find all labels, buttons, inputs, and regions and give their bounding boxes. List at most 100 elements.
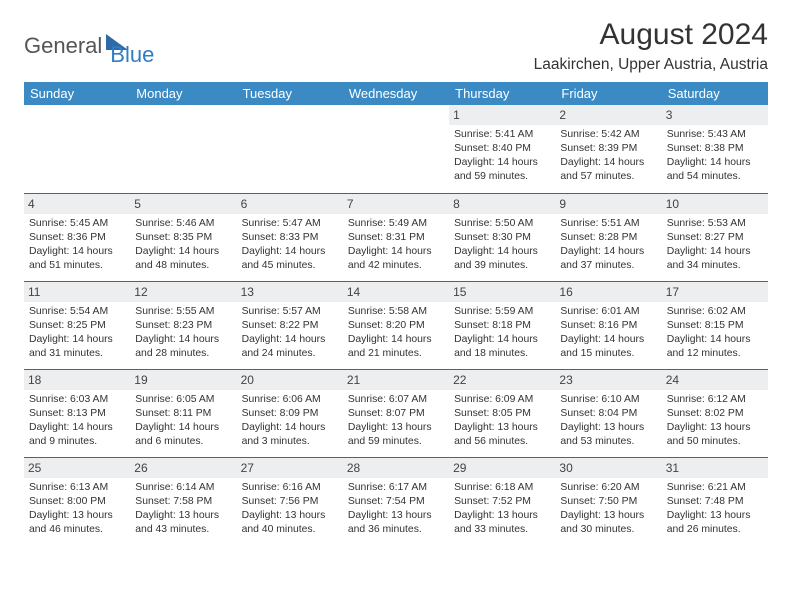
page: General Blue August 2024 Laakirchen, Upp…	[0, 0, 792, 563]
day-number: 21	[343, 370, 449, 390]
day-info-line: Sunrise: 6:06 AM	[242, 393, 338, 407]
day-number: 8	[449, 194, 555, 214]
day-info-line: Sunset: 8:04 PM	[560, 407, 656, 421]
day-number: 10	[662, 194, 768, 214]
day-number: 28	[343, 458, 449, 478]
day-info-line: Sunset: 8:36 PM	[29, 231, 125, 245]
day-number: 11	[24, 282, 130, 302]
day-info-line: Sunrise: 5:57 AM	[242, 305, 338, 319]
day-info-line: Daylight: 14 hours and 34 minutes.	[667, 245, 763, 273]
day-info-line: Daylight: 14 hours and 31 minutes.	[29, 333, 125, 361]
day-number	[343, 105, 449, 109]
day-info-line: Sunrise: 6:05 AM	[135, 393, 231, 407]
day-info-line: Sunrise: 6:09 AM	[454, 393, 550, 407]
day-number: 16	[555, 282, 661, 302]
calendar-table: Sunday Monday Tuesday Wednesday Thursday…	[24, 82, 768, 545]
day-info-line: Daylight: 14 hours and 48 minutes.	[135, 245, 231, 273]
calendar-day-cell: 9Sunrise: 5:51 AMSunset: 8:28 PMDaylight…	[555, 193, 661, 281]
weekday-header: Wednesday	[343, 82, 449, 105]
day-number: 20	[237, 370, 343, 390]
day-info-line: Sunset: 7:56 PM	[242, 495, 338, 509]
day-info-line: Daylight: 14 hours and 18 minutes.	[454, 333, 550, 361]
calendar-day-cell: 27 Sunrise: 6:16 AMSunset: 7:56 PMDayligh…	[237, 457, 343, 545]
day-info-line: Sunset: 8:27 PM	[667, 231, 763, 245]
day-info-line: Daylight: 13 hours and 36 minutes.	[348, 509, 444, 537]
day-number: 4	[24, 194, 130, 214]
weekday-header: Monday	[130, 82, 236, 105]
day-number: 18	[24, 370, 130, 390]
day-number: 12	[130, 282, 236, 302]
day-number	[130, 105, 236, 109]
day-info-line: Sunrise: 6:18 AM	[454, 481, 550, 495]
calendar-day-cell	[237, 105, 343, 193]
day-info-line: Sunset: 8:30 PM	[454, 231, 550, 245]
day-info-line: Sunrise: 6:20 AM	[560, 481, 656, 495]
day-info-line: Sunset: 8:07 PM	[348, 407, 444, 421]
calendar-day-cell: 28Sunrise: 6:17 AMSunset: 7:54 PMDayligh…	[343, 457, 449, 545]
day-info-line: Sunrise: 6:17 AM	[348, 481, 444, 495]
day-number: 31	[662, 458, 768, 478]
title-block: August 2024 Laakirchen, Upper Austria, A…	[534, 18, 768, 74]
day-info-line: Daylight: 14 hours and 3 minutes.	[242, 421, 338, 449]
day-info-line: Daylight: 14 hours and 15 minutes.	[560, 333, 656, 361]
day-info-line: Sunset: 8:35 PM	[135, 231, 231, 245]
calendar-day-cell: 24Sunrise: 6:12 AMSunset: 8:02 PMDayligh…	[662, 369, 768, 457]
day-info-line: Daylight: 13 hours and 53 minutes.	[560, 421, 656, 449]
location-text: Laakirchen, Upper Austria, Austria	[534, 56, 768, 74]
calendar-day-cell: 18Sunrise: 6:03 AMSunset: 8:13 PMDayligh…	[24, 369, 130, 457]
day-number: 19	[130, 370, 236, 390]
day-info-line: Sunrise: 6:16 AM	[242, 481, 338, 495]
weekday-header: Tuesday	[237, 82, 343, 105]
day-info-line: Daylight: 14 hours and 45 minutes.	[242, 245, 338, 273]
calendar-day-cell: 19Sunrise: 6:05 AMSunset: 8:11 PMDayligh…	[130, 369, 236, 457]
month-title: August 2024	[534, 18, 768, 52]
day-number: 15	[449, 282, 555, 302]
day-info-line: Sunrise: 6:21 AM	[667, 481, 763, 495]
day-info-line: Daylight: 14 hours and 12 minutes.	[667, 333, 763, 361]
day-info-line: Sunset: 8:00 PM	[29, 495, 125, 509]
day-info-line: Daylight: 13 hours and 40 minutes.	[242, 509, 338, 537]
day-info-line: Sunset: 8:11 PM	[135, 407, 231, 421]
calendar-day-cell: 16Sunrise: 6:01 AMSunset: 8:16 PMDayligh…	[555, 281, 661, 369]
calendar-day-cell: 12Sunrise: 5:55 AMSunset: 8:23 PMDayligh…	[130, 281, 236, 369]
day-number	[237, 105, 343, 109]
day-info-line: Daylight: 14 hours and 39 minutes.	[454, 245, 550, 273]
calendar-day-cell: 8Sunrise: 5:50 AMSunset: 8:30 PMDaylight…	[449, 193, 555, 281]
weekday-header: Thursday	[449, 82, 555, 105]
day-info-line: Sunrise: 6:07 AM	[348, 393, 444, 407]
day-info-line: Daylight: 13 hours and 50 minutes.	[667, 421, 763, 449]
day-info-line: Daylight: 14 hours and 21 minutes.	[348, 333, 444, 361]
day-info-line: Sunrise: 5:49 AM	[348, 217, 444, 231]
calendar-day-cell: 5Sunrise: 5:46 AMSunset: 8:35 PMDaylight…	[130, 193, 236, 281]
day-number: 22	[449, 370, 555, 390]
logo-text-general: General	[24, 33, 102, 59]
calendar-day-cell	[24, 105, 130, 193]
header: General Blue August 2024 Laakirchen, Upp…	[24, 18, 768, 74]
day-info-line: Sunrise: 5:42 AM	[560, 128, 656, 142]
day-info-line: Daylight: 13 hours and 56 minutes.	[454, 421, 550, 449]
day-number: 2	[555, 105, 661, 125]
day-info-line: Sunset: 7:50 PM	[560, 495, 656, 509]
day-info-line: Sunset: 8:28 PM	[560, 231, 656, 245]
day-info-line: Daylight: 14 hours and 51 minutes.	[29, 245, 125, 273]
day-number: 27	[237, 458, 343, 478]
calendar-week-row: 25Sunrise: 6:13 AMSunset: 8:00 PMDayligh…	[24, 457, 768, 545]
day-info-line: Daylight: 13 hours and 26 minutes.	[667, 509, 763, 537]
calendar-day-cell: 23Sunrise: 6:10 AMSunset: 8:04 PMDayligh…	[555, 369, 661, 457]
weekday-header: Sunday	[24, 82, 130, 105]
calendar-day-cell: 25Sunrise: 6:13 AMSunset: 8:00 PMDayligh…	[24, 457, 130, 545]
calendar-day-cell: 6Sunrise: 5:47 AMSunset: 8:33 PMDaylight…	[237, 193, 343, 281]
day-info-line: Sunrise: 6:14 AM	[135, 481, 231, 495]
day-number: 3	[662, 105, 768, 125]
day-number: 14	[343, 282, 449, 302]
day-info-line: Daylight: 13 hours and 33 minutes.	[454, 509, 550, 537]
calendar-day-cell: 14Sunrise: 5:58 AMSunset: 8:20 PMDayligh…	[343, 281, 449, 369]
weekday-header: Friday	[555, 82, 661, 105]
calendar-day-cell: 11Sunrise: 5:54 AMSunset: 8:25 PMDayligh…	[24, 281, 130, 369]
day-info-line: Sunset: 8:40 PM	[454, 142, 550, 156]
day-info-line: Daylight: 14 hours and 57 minutes.	[560, 156, 656, 184]
day-info-line: Sunrise: 6:12 AM	[667, 393, 763, 407]
calendar-day-cell: 30Sunrise: 6:20 AMSunset: 7:50 PMDayligh…	[555, 457, 661, 545]
day-info-line: Sunset: 8:02 PM	[667, 407, 763, 421]
calendar-day-cell: 29Sunrise: 6:18 AMSunset: 7:52 PMDayligh…	[449, 457, 555, 545]
